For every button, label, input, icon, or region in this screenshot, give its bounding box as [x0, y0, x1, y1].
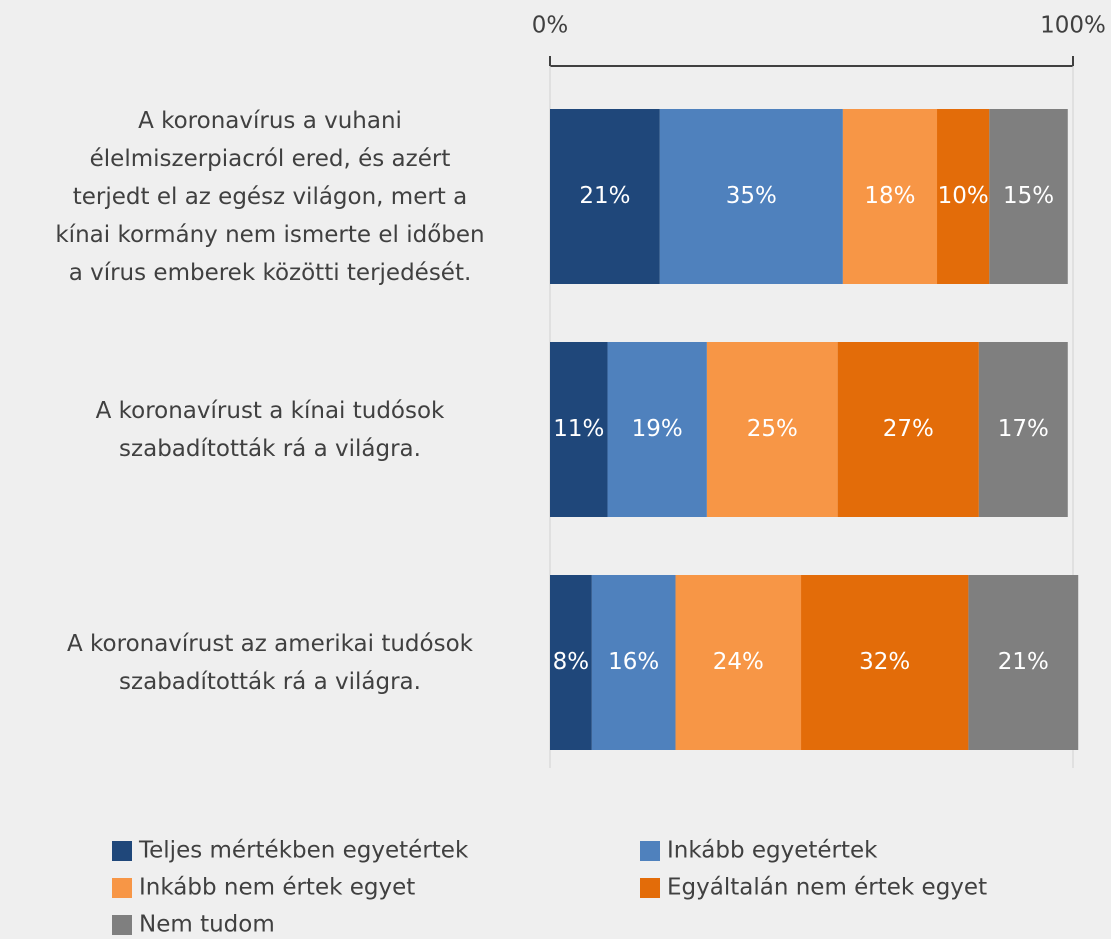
legend-swatch: [112, 841, 132, 861]
value-label: 25%: [747, 416, 798, 442]
legend-swatch: [640, 878, 660, 898]
value-label: 8%: [553, 649, 590, 675]
value-label: 35%: [726, 183, 777, 209]
bar-segment: [550, 342, 608, 517]
legend-label: Inkább nem értek egyet: [139, 875, 415, 901]
bar-segment: [842, 109, 938, 284]
bar-segment: [659, 109, 843, 284]
value-label: 21%: [998, 649, 1049, 675]
legend-label: Nem tudom: [139, 912, 275, 938]
x-tick-label: 0%: [532, 13, 569, 39]
legend-label: Teljes mértékben egyetértek: [138, 838, 469, 864]
category-label: A koronavírust a kínai tudósok szabadíto…: [95, 397, 445, 462]
value-label: 21%: [579, 183, 630, 209]
value-label: 27%: [883, 416, 934, 442]
legend-swatch: [112, 878, 132, 898]
bar-segment: [968, 575, 1079, 750]
bar-segment: [550, 575, 592, 750]
legend-label: Egyáltalán nem értek egyet: [667, 875, 987, 901]
legend-swatch: [640, 841, 660, 861]
value-label: 15%: [1003, 183, 1054, 209]
bar-segment: [607, 342, 707, 517]
x-tick-label: 100%: [1040, 13, 1106, 39]
bar-segment: [675, 575, 802, 750]
category-label: A koronavírust az amerikai tudósok szaba…: [67, 630, 473, 695]
category-label: A koronavírus a vuhani élelmiszerpiacról…: [55, 107, 485, 286]
legend-swatch: [112, 915, 132, 935]
legend-label: Inkább egyetértek: [667, 838, 878, 864]
bar-segment: [837, 342, 979, 517]
bar-segment: [978, 342, 1068, 517]
value-label: 11%: [553, 416, 604, 442]
bar-segment: [706, 342, 838, 517]
bar-segment: [801, 575, 969, 750]
value-label: 16%: [608, 649, 659, 675]
value-label: 17%: [998, 416, 1049, 442]
bar-segment: [989, 109, 1068, 284]
value-label: 18%: [864, 183, 915, 209]
value-label: 24%: [713, 649, 764, 675]
value-label: 32%: [859, 649, 910, 675]
bar-segment: [591, 575, 676, 750]
bar-segment: [937, 109, 990, 284]
value-label: 19%: [632, 416, 683, 442]
bar-segment: [550, 109, 660, 284]
value-label: 10%: [938, 183, 989, 209]
